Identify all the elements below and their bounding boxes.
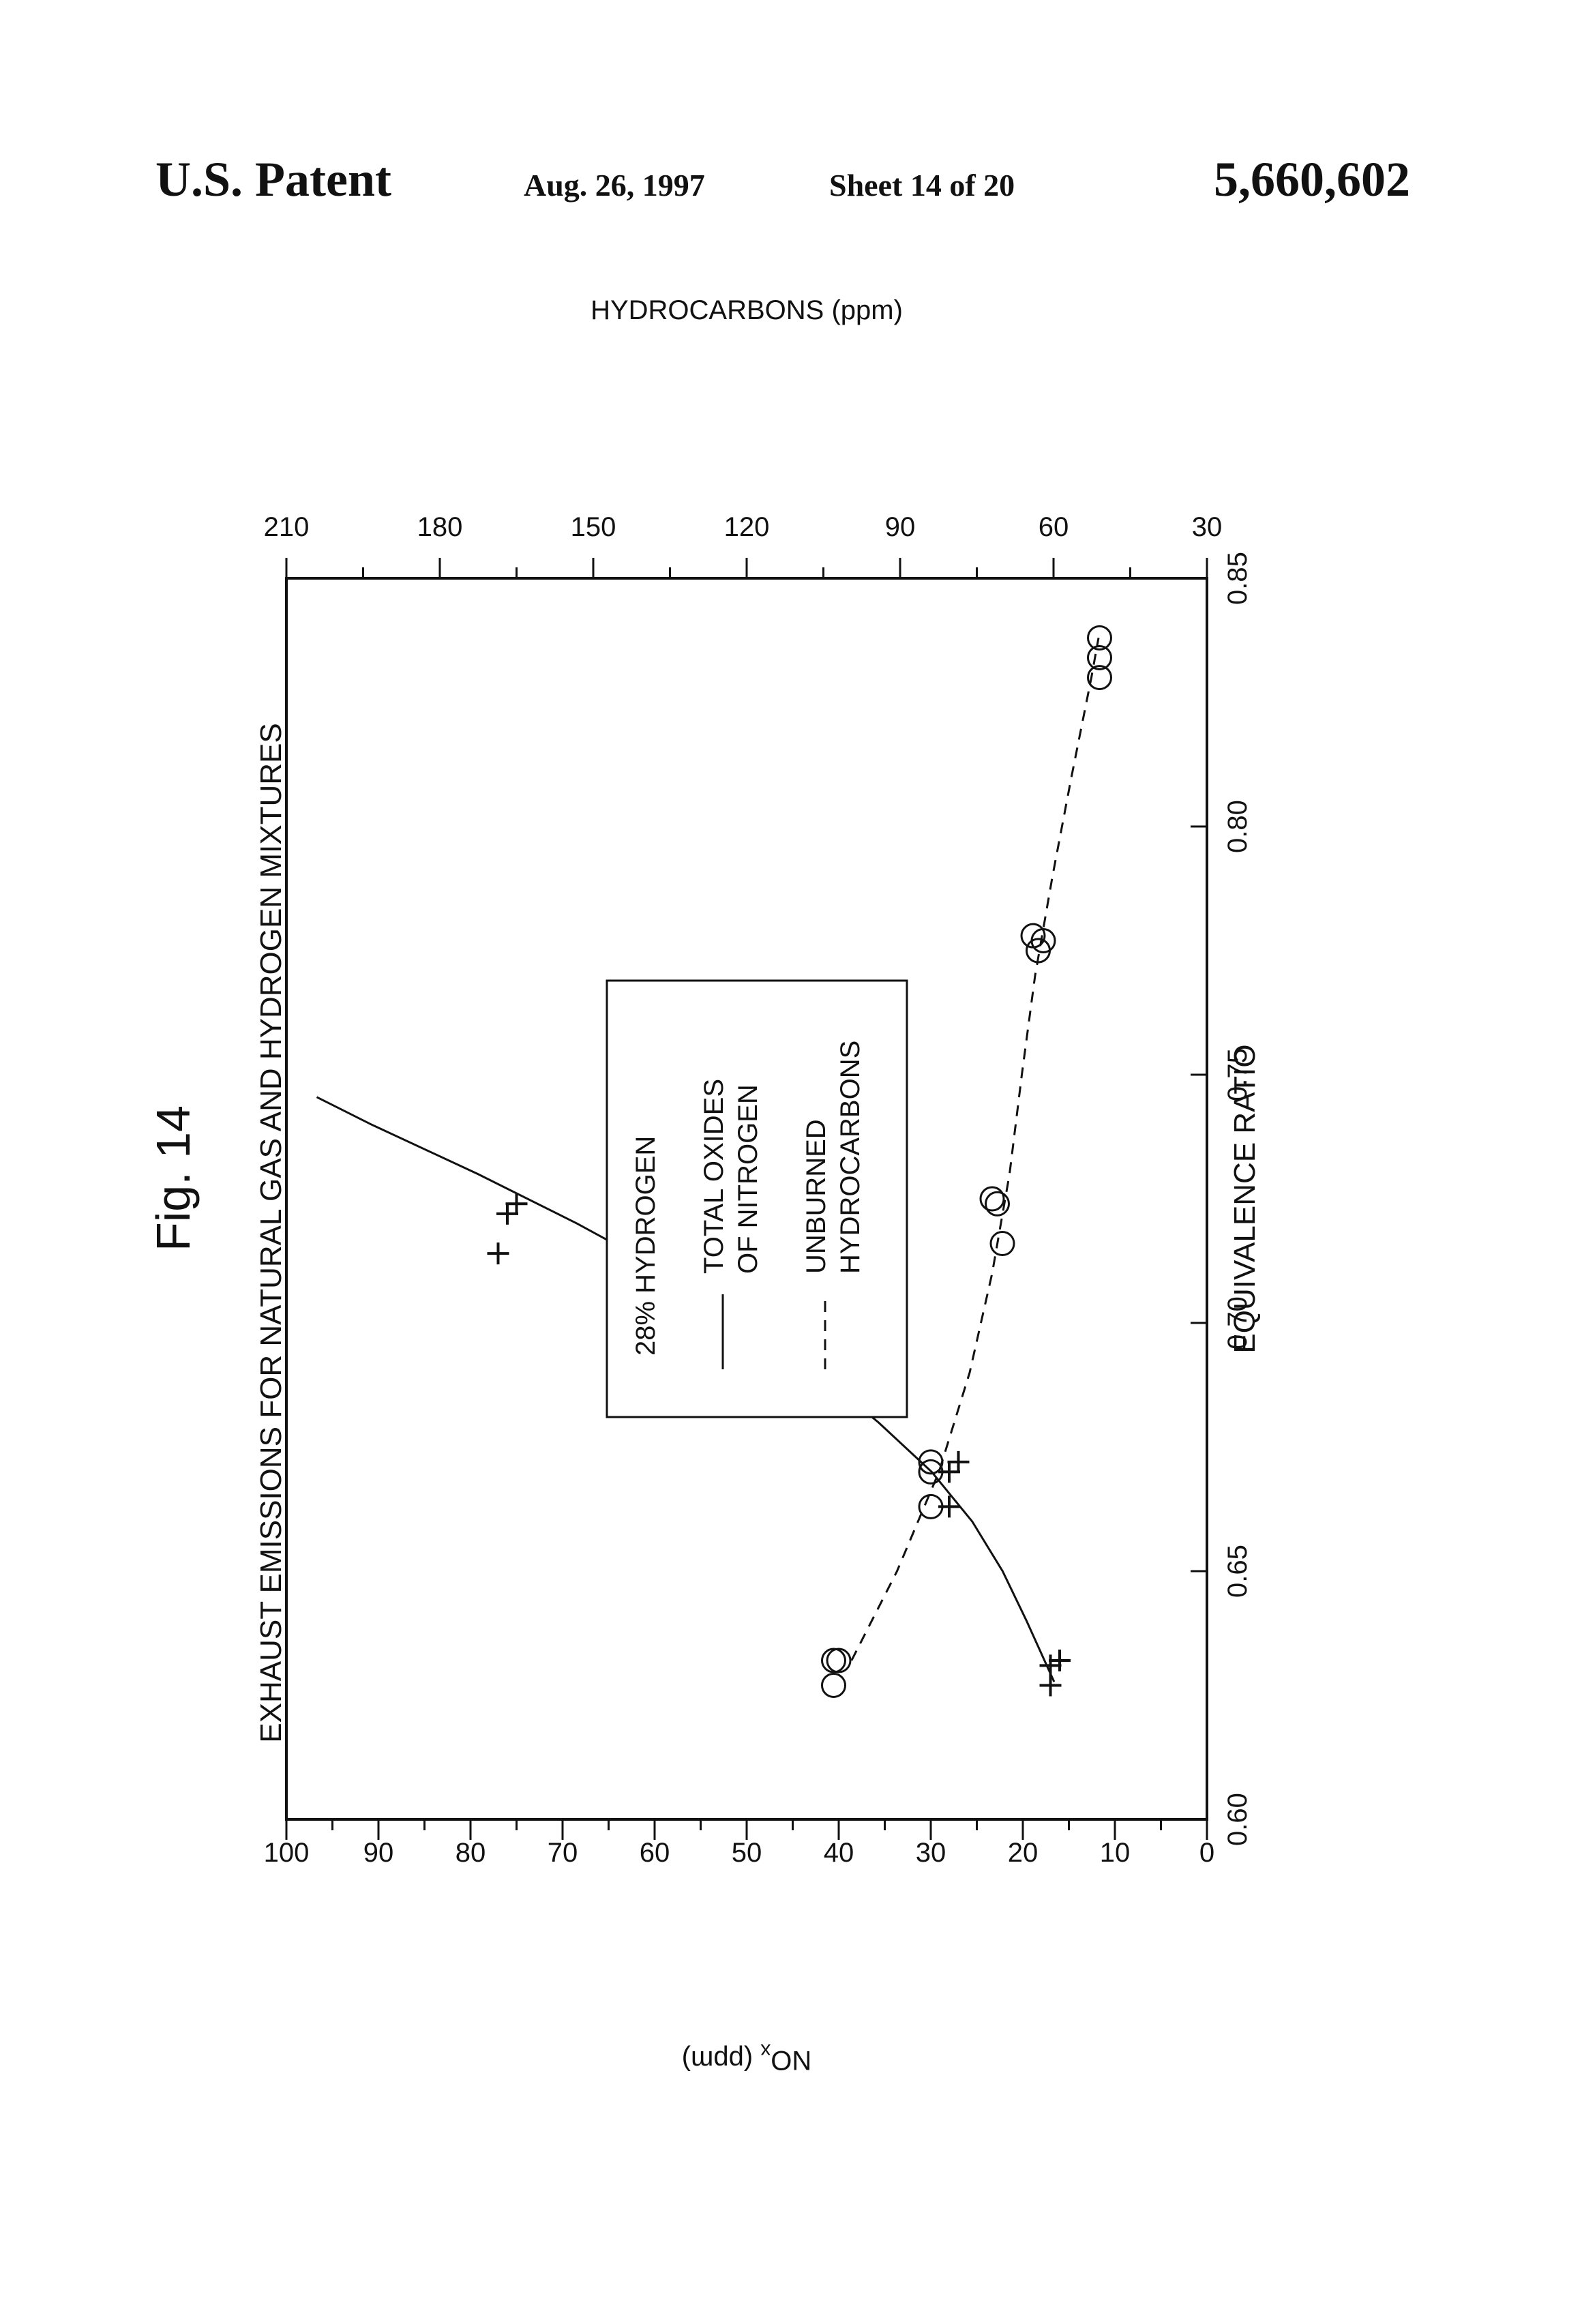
hydrocarbons-axis: 210 180 150 120 90 60 30 (264, 512, 1223, 578)
nox-tick-label: 100 (264, 1838, 310, 1868)
x-axis-title: EQUIVALENCE RATIO (1228, 1044, 1262, 1353)
hc-tick-label: 180 (417, 512, 463, 542)
hydrocarbons-point (986, 1192, 1009, 1215)
hc-tick-label: 210 (264, 512, 310, 542)
hydrocarbons-point (827, 1649, 850, 1672)
hc-tick-label: 120 (724, 512, 770, 542)
nox-axis: 1009080706050403020100 (264, 1819, 1215, 1868)
nox-point (948, 1451, 970, 1473)
legend-title: 28% HYDROGEN (631, 1136, 661, 1356)
legend-hc-line1: UNBURNED (801, 1119, 831, 1274)
hc-tick-label: 90 (885, 512, 916, 542)
nox-tick-label: 90 (363, 1838, 394, 1868)
chart-title: EXHAUST EMISSIONS FOR NATURAL GAS AND HY… (254, 723, 288, 1742)
legend-nox-line1: TOTAL OXIDES (699, 1079, 729, 1274)
hc-tick-label: 30 (1192, 512, 1223, 542)
x-tick-label: 0.80 (1223, 800, 1253, 853)
x-tick-label: 0.65 (1223, 1545, 1253, 1598)
nox-tick-label: 50 (732, 1838, 762, 1868)
nox-point (1049, 1650, 1071, 1671)
hydrocarbons-point (822, 1673, 846, 1697)
nox-tick-label: 0 (1199, 1838, 1214, 1868)
hc-tick-label: 150 (571, 512, 616, 542)
legend-hc-line2: HYDROCARBONS (835, 1041, 865, 1274)
nox-tick-label: 60 (640, 1838, 670, 1868)
x-tick-label: 0.60 (1223, 1793, 1253, 1846)
hydrocarbons-axis-title: HYDROCARBONS (ppm) (591, 295, 903, 325)
nox-tick-label: 70 (548, 1838, 578, 1868)
nox-tick-label: 10 (1100, 1838, 1131, 1868)
legend-nox-line2: OF NITROGEN (733, 1084, 763, 1274)
nox-axis-title: NOx (ppm) (682, 2040, 812, 2075)
hydrocarbons-point (981, 1187, 1004, 1210)
nox-point (1040, 1674, 1062, 1696)
nox-tick-label: 80 (456, 1838, 486, 1868)
nox-tick-label: 20 (1008, 1838, 1039, 1868)
nox-tick-label: 30 (916, 1838, 946, 1868)
nox-point (496, 1203, 518, 1225)
nox-point (488, 1242, 509, 1264)
figure-label: Fig. 14 (147, 1105, 200, 1251)
nox-tick-label: 40 (824, 1838, 854, 1868)
legend: 28% HYDROGEN TOTAL OXIDES OF NITROGEN UN… (607, 981, 907, 1417)
hydrocarbons-point (822, 1649, 846, 1672)
hydrocarbons-point (991, 1232, 1014, 1255)
hc-tick-label: 60 (1039, 512, 1069, 542)
x-tick-label: 0.85 (1223, 552, 1253, 605)
